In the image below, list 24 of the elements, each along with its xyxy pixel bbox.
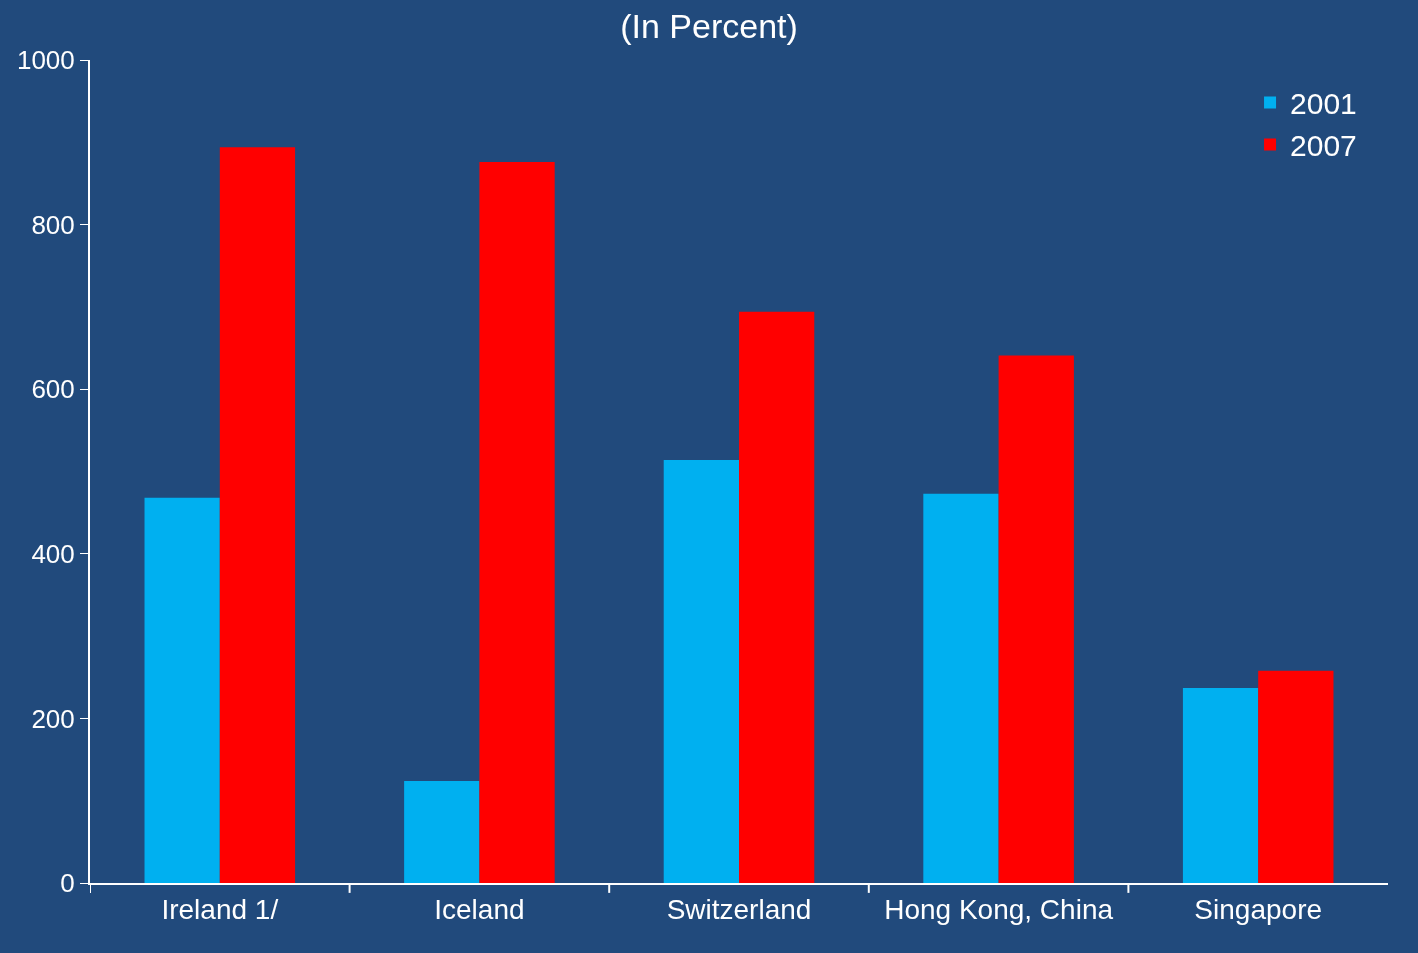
legend-label: 2001 — [1290, 87, 1357, 121]
x-tick-label: Switzerland — [666, 893, 812, 925]
y-tick-label: 0 — [60, 868, 75, 899]
y-tick-label: 1000 — [16, 45, 75, 76]
bar — [219, 147, 296, 883]
x-tick-label: Iceland — [434, 893, 525, 925]
x-tick-label: Hong Kong, China — [884, 893, 1114, 925]
bar — [1258, 670, 1334, 883]
y-tick-label: 200 — [31, 703, 75, 734]
x-tick-label: Ireland 1/ — [161, 893, 279, 925]
y-tick-label: 400 — [31, 538, 75, 569]
y-tick-label: 600 — [31, 374, 75, 405]
bar — [1182, 687, 1259, 883]
bar — [923, 493, 999, 883]
y-tick-label: 800 — [31, 209, 75, 240]
bar — [998, 355, 1074, 883]
bar — [739, 311, 815, 883]
bar — [404, 780, 480, 883]
legend-label: 2007 — [1290, 129, 1357, 163]
bar — [663, 459, 739, 883]
x-tick-label: Singapore — [1194, 893, 1323, 925]
bar — [144, 497, 220, 883]
chart-title: (In Percent) — [620, 7, 798, 46]
bar — [479, 162, 555, 883]
